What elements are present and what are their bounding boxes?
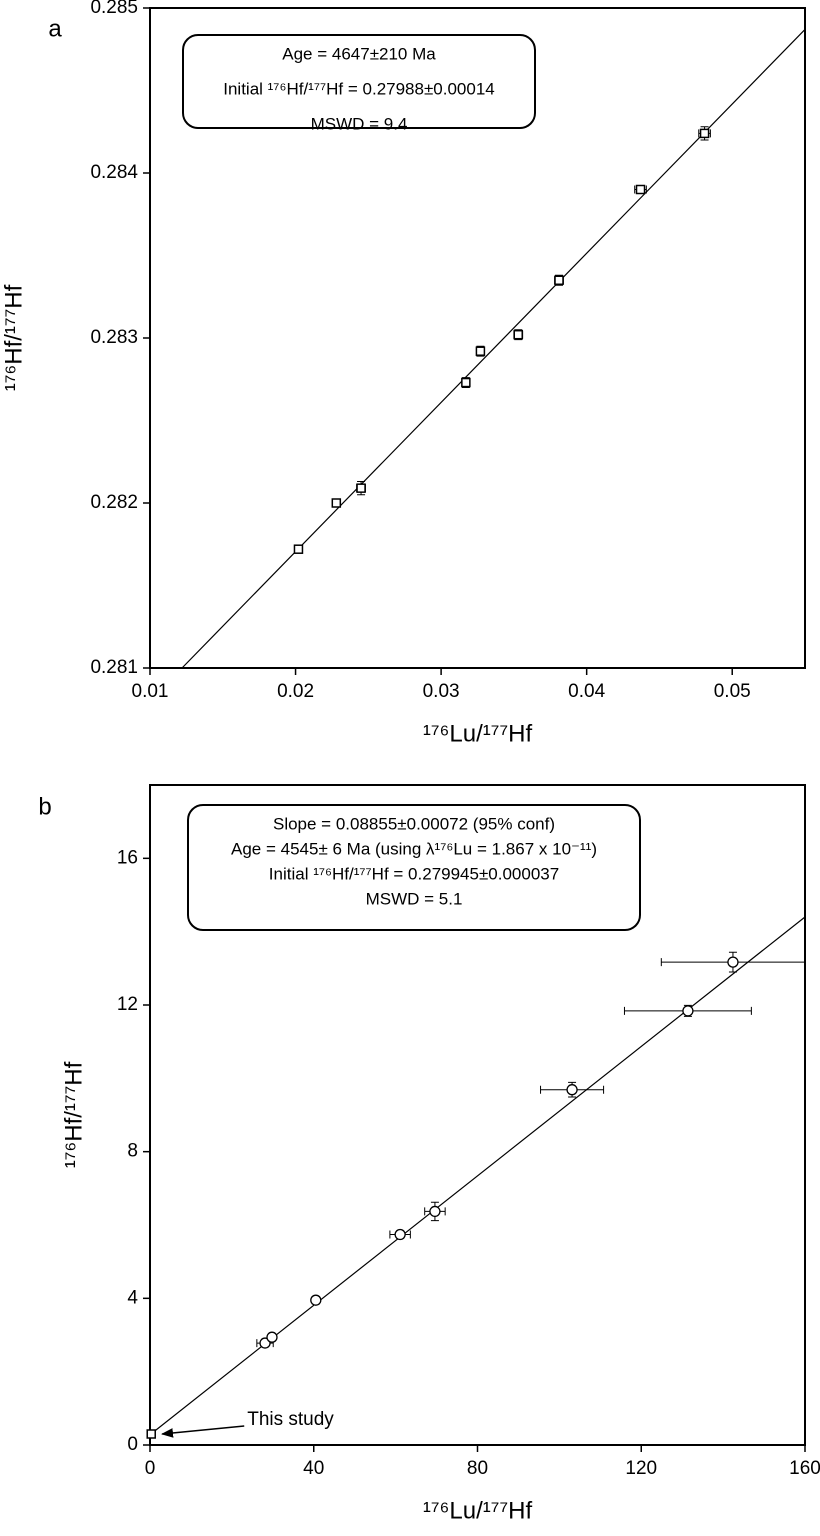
data-point	[331, 498, 342, 508]
panel-label: a	[48, 15, 62, 42]
y-tick-label: 0.284	[90, 162, 138, 183]
y-tick-label: 0	[127, 1434, 138, 1455]
x-tick-label: 120	[625, 1458, 657, 1479]
data-point	[699, 128, 710, 139]
data-point	[635, 184, 646, 195]
annotation-box	[182, 34, 536, 129]
x-tick-label: 0.04	[568, 681, 605, 702]
data-point	[356, 483, 366, 493]
data-point	[727, 956, 739, 968]
annotation-text: Age = 4545± 6 Ma (using λ¹⁷⁶Lu = 1.867 x…	[231, 839, 597, 858]
data-point	[266, 1331, 278, 1343]
data-point	[554, 275, 564, 285]
data-point	[429, 1205, 441, 1218]
y-axis-label: ¹⁷⁶Hf/¹⁷⁷Hf	[60, 1061, 87, 1168]
data-point	[146, 1429, 156, 1439]
callout-arrow	[161, 1425, 245, 1438]
x-tick-label: 0.03	[423, 681, 460, 702]
y-tick-label: 8	[127, 1141, 138, 1162]
y-tick-label: 16	[117, 847, 138, 868]
annotation-text: MSWD = 5.1	[366, 889, 463, 908]
data-point	[310, 1294, 322, 1306]
y-tick-label: 0.282	[90, 492, 138, 513]
y-tick-label: 4	[127, 1287, 138, 1308]
data-point	[566, 1084, 578, 1096]
annotation-box	[187, 804, 641, 931]
x-axis-label: ¹⁷⁶Lu/¹⁷⁷Hf	[423, 1497, 533, 1524]
x-tick-label: 80	[467, 1458, 488, 1479]
x-axis-label: ¹⁷⁶Lu/¹⁷⁷Hf	[423, 720, 533, 747]
panel-label: b	[38, 793, 51, 820]
callout-text: This study	[247, 1409, 334, 1430]
x-tick-label: 0.05	[714, 681, 751, 702]
x-tick-label: 0.01	[132, 681, 169, 702]
data-point	[461, 377, 471, 388]
data-point	[513, 329, 524, 340]
annotation-text: Initial ¹⁷⁶Hf/¹⁷⁷Hf = 0.27988±0.00014	[223, 79, 495, 98]
x-tick-label: 0.02	[277, 681, 314, 702]
data-point	[293, 544, 304, 554]
data-point	[394, 1228, 406, 1241]
y-axis-label: ¹⁷⁶Hf/¹⁷⁷Hf	[0, 284, 27, 391]
annotation-text: Age = 4647±210 Ma	[282, 44, 436, 63]
x-tick-label: 40	[303, 1458, 324, 1479]
fit-line	[149, 916, 806, 1436]
annotation-text: Initial ¹⁷⁶Hf/¹⁷⁷Hf = 0.279945±0.000037	[269, 864, 559, 883]
y-tick-label: 0.283	[90, 327, 138, 348]
y-tick-label: 0.285	[90, 0, 138, 18]
y-tick-label: 0.281	[90, 657, 138, 678]
data-point	[682, 1005, 694, 1017]
x-tick-label: 0	[145, 1458, 156, 1479]
x-tick-label: 160	[789, 1458, 820, 1479]
annotation-text: Slope = 0.08855±0.00072 (95% conf)	[273, 814, 555, 833]
annotation-text: MSWD = 9.4	[311, 114, 408, 133]
y-tick-label: 12	[117, 994, 138, 1015]
data-point	[475, 346, 486, 356]
